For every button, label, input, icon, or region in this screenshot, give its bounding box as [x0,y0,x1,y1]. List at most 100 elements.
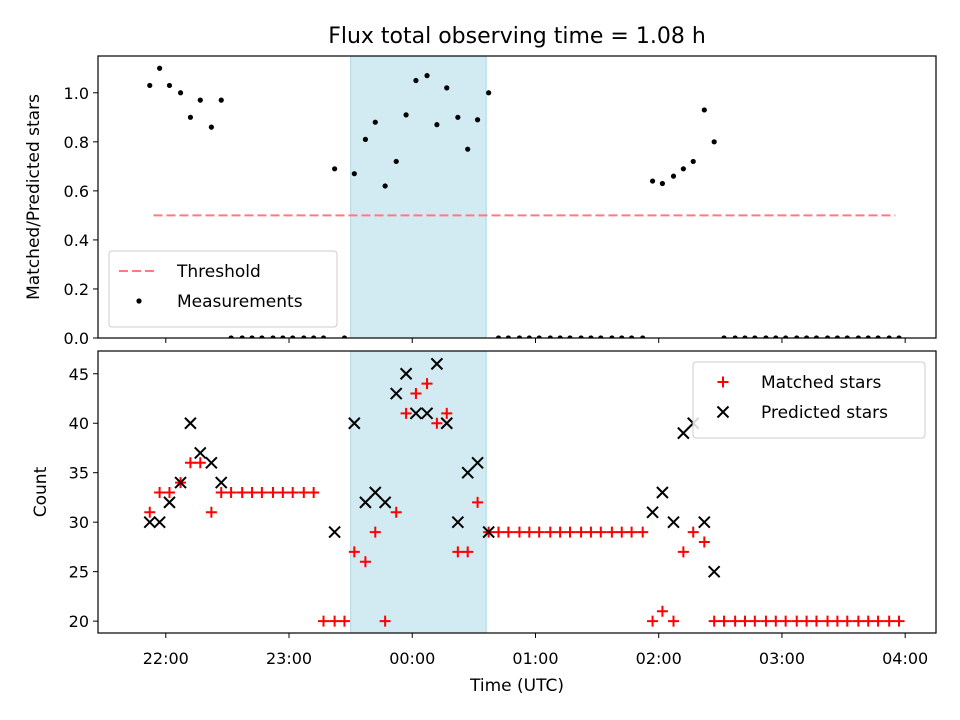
data-point [163,496,176,509]
data-point [177,90,184,96]
data-point [810,615,822,627]
data-point [616,526,628,538]
data-point [482,525,495,539]
data-point [194,446,207,460]
data-point [341,335,348,338]
data-point [287,486,299,498]
data-point [687,526,699,538]
data-point [455,114,461,120]
data-point [649,178,656,184]
data-point [157,65,163,71]
x-tick-label: 04:00 [882,649,928,668]
data-point [256,486,268,498]
data-point [249,335,255,338]
legend-swatch [136,298,142,304]
data-point [298,486,310,498]
data-point [831,615,843,627]
data-point [640,335,646,338]
data-point [348,546,360,558]
x-tick-label: 00:00 [389,649,435,668]
data-point [338,615,350,627]
data-point [351,171,357,177]
data-point [711,139,717,145]
data-point [205,506,217,518]
data-point [451,515,465,529]
data-point [701,107,707,113]
legend-swatch [716,405,730,419]
data-point [444,85,450,91]
y-tick-label: 45 [69,365,89,384]
data-point [801,615,813,627]
data-point [718,615,730,627]
shaded-interval [350,55,487,339]
data-point [523,526,535,538]
data-point [588,335,594,338]
data-point [184,457,196,469]
data-point [862,615,874,627]
data-point [236,486,248,498]
data-point [474,117,481,123]
data-point [208,124,214,130]
y-tick-label: 35 [69,464,89,483]
data-point [629,335,635,338]
data-point [462,546,474,558]
data-point [578,335,584,338]
data-point [690,158,696,165]
data-point [362,136,369,142]
data-point [225,486,237,498]
y-tick-label: 20 [69,612,89,631]
data-point [311,335,317,338]
data-point [893,615,905,627]
data-point [667,515,680,529]
axes-frame [97,350,937,634]
series-predicted-stars [143,357,721,578]
data-point [742,335,748,338]
y-tick-label: 0.2 [64,280,89,299]
data-point [246,486,258,498]
legend-label: Predicted stars [761,403,888,423]
data-point [865,335,871,338]
data-point [677,426,690,440]
data-point [270,335,276,338]
data-point [301,335,307,338]
data-point [267,486,279,498]
bottom-panel: 20 25 30 35 40 45 Count Matched stars Predicted … [31,350,937,638]
plot-area [143,357,905,627]
data-point [875,335,881,338]
data-point [567,335,573,338]
data-point [763,335,769,338]
data-point [320,335,327,338]
data-point [431,417,443,429]
data-point [410,388,422,400]
data-point [646,506,659,519]
plot-area [147,65,902,338]
data-point [791,615,803,627]
x-tick-label: 23:00 [266,649,312,668]
data-point [656,605,668,617]
data-point [502,526,514,538]
chart-title: Flux total observing time = 1.08 h [328,24,706,49]
legend-box [692,361,926,439]
data-point [441,407,453,419]
data-point [533,526,545,538]
data-point [595,526,607,538]
shaded-interval [350,350,487,634]
data-point [606,526,618,538]
data-point [626,526,638,538]
data-point [409,407,423,420]
data-point [783,335,789,338]
legend-label: Matched stars [761,373,881,393]
y-tick-label: 40 [69,414,89,433]
data-point [513,526,525,538]
data-point [752,335,758,338]
data-point [656,486,669,499]
data-point [708,615,720,627]
series-measurements [147,65,902,338]
data-point [184,417,197,430]
data-point [277,486,289,498]
data-point [163,486,175,498]
series-matched-stars [144,378,905,627]
data-point [390,506,402,518]
data-point [844,335,850,338]
data-point [841,615,853,627]
